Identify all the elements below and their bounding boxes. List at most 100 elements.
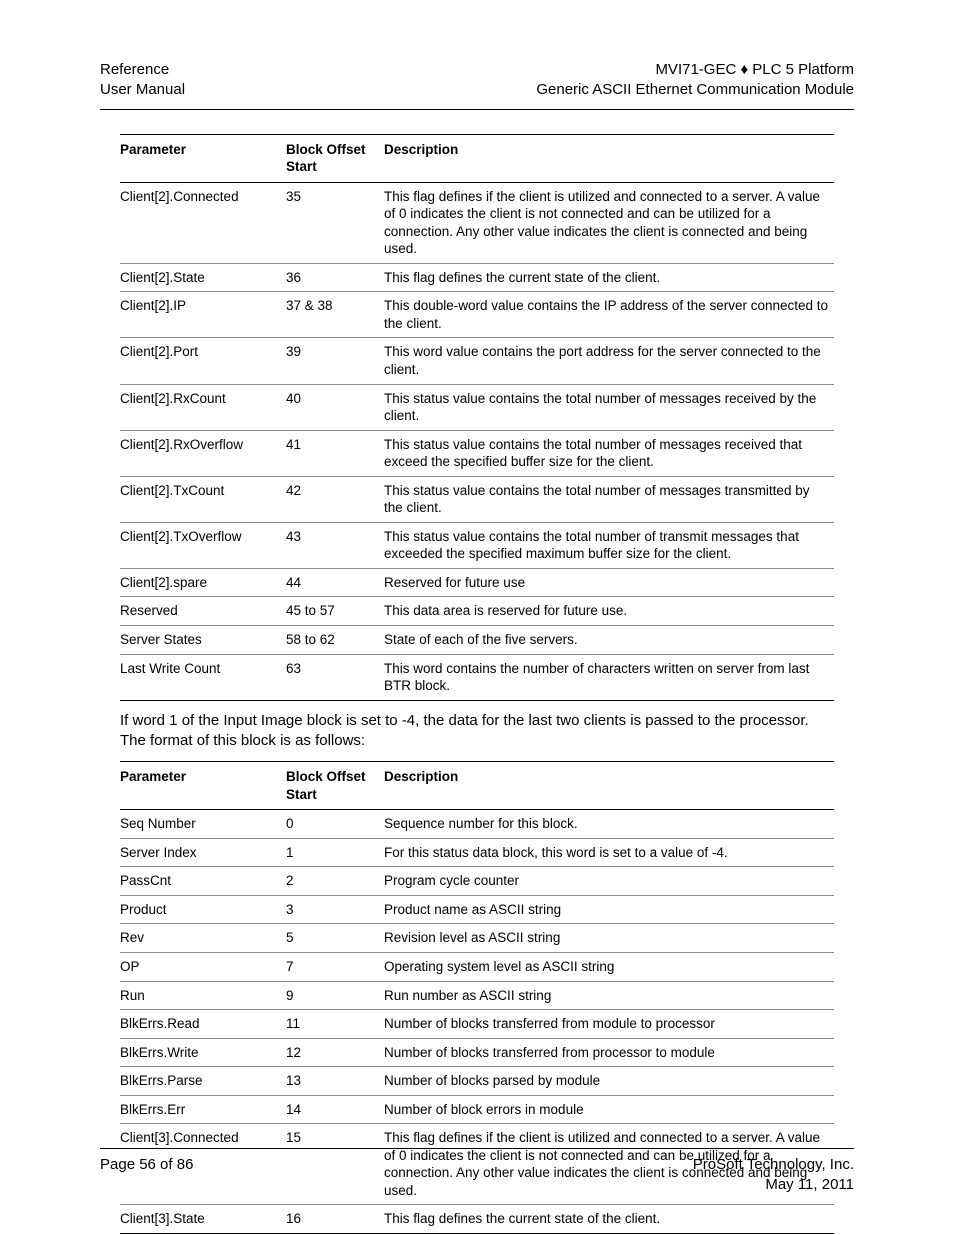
table-row: Client[2].Port39This word value contains… (120, 338, 834, 384)
header-subtitle: Generic ASCII Ethernet Communication Mod… (536, 80, 854, 100)
cell-offset: 40 (286, 384, 384, 430)
cell-offset: 11 (286, 1010, 384, 1039)
document-date: May 11, 2011 (693, 1175, 854, 1195)
table-row: Server States58 to 62State of each of th… (120, 625, 834, 654)
cell-offset: 44 (286, 568, 384, 597)
cell-description: This status value contains the total num… (384, 476, 834, 522)
cell-offset: 7 (286, 952, 384, 981)
table-row: Client[2].RxCount40This status value con… (120, 384, 834, 430)
cell-parameter: Client[2].IP (120, 292, 286, 338)
cell-description: Number of blocks transferred from module… (384, 1010, 834, 1039)
cell-parameter: Client[2].TxOverflow (120, 522, 286, 568)
cell-parameter: BlkErrs.Parse (120, 1067, 286, 1096)
cell-offset: 37 & 38 (286, 292, 384, 338)
cell-offset: 39 (286, 338, 384, 384)
col-parameter-header: Parameter (120, 134, 286, 182)
table1-body: Client[2].Connected35This flag defines i… (120, 182, 834, 700)
table-row: Client[2].TxOverflow43This status value … (120, 522, 834, 568)
col-offset-header: Block Offset Start (286, 762, 384, 810)
cell-offset: 1 (286, 838, 384, 867)
cell-description: Sequence number for this block. (384, 810, 834, 839)
table-row: Seq Number0Sequence number for this bloc… (120, 810, 834, 839)
cell-parameter: BlkErrs.Read (120, 1010, 286, 1039)
table-row: BlkErrs.Err14Number of block errors in m… (120, 1095, 834, 1124)
header-product: MVI71-GEC ♦ PLC 5 Platform (536, 60, 854, 80)
cell-description: This flag defines if the client is utili… (384, 182, 834, 263)
cell-description: Product name as ASCII string (384, 895, 834, 924)
table-row: BlkErrs.Write12Number of blocks transfer… (120, 1038, 834, 1067)
table-row: PassCnt2Program cycle counter (120, 867, 834, 896)
cell-parameter: PassCnt (120, 867, 286, 896)
company-name: ProSoft Technology, Inc. (693, 1155, 854, 1175)
cell-description: Operating system level as ASCII string (384, 952, 834, 981)
cell-description: Number of block errors in module (384, 1095, 834, 1124)
cell-parameter: Seq Number (120, 810, 286, 839)
cell-offset: 43 (286, 522, 384, 568)
table-row: Client[3].State16This flag defines the c… (120, 1205, 834, 1234)
cell-description: This data area is reserved for future us… (384, 597, 834, 626)
page-header: Reference User Manual MVI71-GEC ♦ PLC 5 … (100, 60, 854, 101)
header-right: MVI71-GEC ♦ PLC 5 Platform Generic ASCII… (536, 60, 854, 101)
cell-offset: 35 (286, 182, 384, 263)
cell-offset: 5 (286, 924, 384, 953)
cell-offset: 2 (286, 867, 384, 896)
table-row: Client[2].State36This flag defines the c… (120, 263, 834, 292)
cell-description: This flag defines the current state of t… (384, 1205, 834, 1234)
cell-description: This word value contains the port addres… (384, 338, 834, 384)
table-row: Client[2].Connected35This flag defines i… (120, 182, 834, 263)
cell-parameter: OP (120, 952, 286, 981)
cell-offset: 58 to 62 (286, 625, 384, 654)
cell-description: State of each of the five servers. (384, 625, 834, 654)
cell-parameter: Last Write Count (120, 654, 286, 700)
cell-parameter: Rev (120, 924, 286, 953)
cell-offset: 41 (286, 430, 384, 476)
cell-parameter: Run (120, 981, 286, 1010)
table-row: BlkErrs.Read11Number of blocks transferr… (120, 1010, 834, 1039)
table-row: Client[2].TxCount42This status value con… (120, 476, 834, 522)
cell-description: This status value contains the total num… (384, 384, 834, 430)
cell-description: Reserved for future use (384, 568, 834, 597)
cell-parameter: BlkErrs.Err (120, 1095, 286, 1124)
cell-offset: 0 (286, 810, 384, 839)
header-left: Reference User Manual (100, 60, 185, 101)
cell-parameter: Reserved (120, 597, 286, 626)
parameter-table-1: Parameter Block Offset Start Description… (120, 134, 834, 701)
cell-description: Program cycle counter (384, 867, 834, 896)
cell-description: Revision level as ASCII string (384, 924, 834, 953)
cell-offset: 16 (286, 1205, 384, 1234)
cell-parameter: Product (120, 895, 286, 924)
table-row: BlkErrs.Parse13Number of blocks parsed b… (120, 1067, 834, 1096)
cell-offset: 13 (286, 1067, 384, 1096)
cell-parameter: Client[3].State (120, 1205, 286, 1234)
cell-description: For this status data block, this word is… (384, 838, 834, 867)
table-row: Client[2].IP37 & 38This double-word valu… (120, 292, 834, 338)
cell-offset: 14 (286, 1095, 384, 1124)
cell-description: Number of blocks parsed by module (384, 1067, 834, 1096)
cell-offset: 63 (286, 654, 384, 700)
page-number: Page 56 of 86 (100, 1155, 193, 1196)
cell-parameter: Server States (120, 625, 286, 654)
table-row: Run9Run number as ASCII string (120, 981, 834, 1010)
cell-description: This double-word value contains the IP a… (384, 292, 834, 338)
header-doctype: User Manual (100, 80, 185, 100)
table-row: Client[2].RxOverflow41This status value … (120, 430, 834, 476)
body-paragraph: If word 1 of the Input Image block is se… (120, 711, 834, 752)
table-row: Reserved45 to 57This data area is reserv… (120, 597, 834, 626)
cell-description: This word contains the number of charact… (384, 654, 834, 700)
cell-offset: 36 (286, 263, 384, 292)
cell-offset: 12 (286, 1038, 384, 1067)
cell-description: This flag defines the current state of t… (384, 263, 834, 292)
table-row: Rev5Revision level as ASCII string (120, 924, 834, 953)
cell-description: Number of blocks transferred from proces… (384, 1038, 834, 1067)
cell-parameter: Client[2].State (120, 263, 286, 292)
table-row: Last Write Count63This word contains the… (120, 654, 834, 700)
table-row: Server Index1For this status data block,… (120, 838, 834, 867)
col-offset-header: Block Offset Start (286, 134, 384, 182)
cell-parameter: BlkErrs.Write (120, 1038, 286, 1067)
cell-offset: 9 (286, 981, 384, 1010)
cell-parameter: Client[2].Connected (120, 182, 286, 263)
footer-rule (100, 1148, 854, 1149)
page-footer: Page 56 of 86 ProSoft Technology, Inc. M… (100, 1148, 854, 1196)
cell-parameter: Server Index (120, 838, 286, 867)
table-header-row: Parameter Block Offset Start Description (120, 762, 834, 810)
